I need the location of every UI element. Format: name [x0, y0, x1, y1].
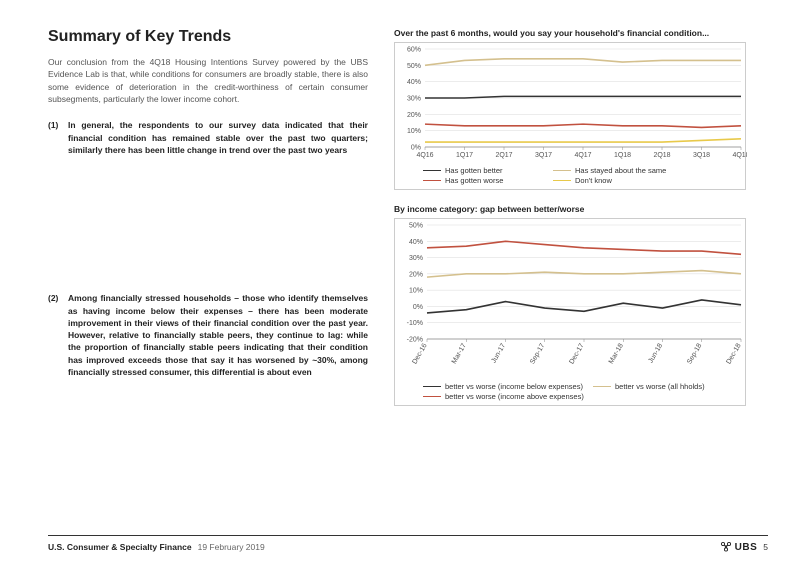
chart2-svg: -20% -10% 0% 10% 20% 30% 40% 50% Dec-16 Mar-17 Jun…	[395, 219, 747, 379]
chart2-frame: -20% -10% 0% 10% 20% 30% 40% 50% Dec-16 Mar-17 Jun…	[394, 218, 746, 406]
intro-paragraph: Our conclusion from the 4Q18 Housing Int…	[48, 56, 368, 105]
svg-text:-10%: -10%	[407, 320, 423, 327]
vertical-spacer	[48, 168, 368, 292]
svg-text:3Q18: 3Q18	[693, 152, 710, 159]
svg-text:Dec-18: Dec-18	[725, 342, 742, 365]
svg-text:Sep-18: Sep-18	[686, 342, 703, 365]
svg-text:50%: 50%	[407, 63, 421, 70]
page-number: 5	[763, 542, 768, 552]
legend-item: Has gotten worse	[423, 176, 543, 185]
chart2-block: By income category: gap between better/w…	[394, 204, 768, 406]
svg-text:-20%: -20%	[407, 337, 423, 344]
svg-text:20%: 20%	[409, 271, 423, 278]
two-column-layout: Summary of Key Trends Our conclusion fro…	[48, 28, 768, 420]
svg-text:2Q18: 2Q18	[653, 152, 670, 159]
legend-label: Has gotten better	[445, 166, 503, 175]
svg-text:40%: 40%	[409, 239, 423, 246]
point-text: In general, the respondents to our surve…	[68, 119, 368, 156]
svg-text:50%: 50%	[409, 223, 423, 230]
svg-text:Mar-17: Mar-17	[451, 342, 468, 365]
svg-text:Jun-18: Jun-18	[647, 342, 664, 364]
key-point-2: (2) Among financially stressed household…	[48, 292, 368, 378]
legend-label: better vs worse (income above expenses)	[445, 392, 584, 401]
page-title: Summary of Key Trends	[48, 28, 368, 46]
legend-label: Has gotten worse	[445, 176, 503, 185]
svg-text:4Q17: 4Q17	[574, 152, 591, 159]
legend-swatch	[423, 170, 441, 171]
chart1-block: Over the past 6 months, would you say yo…	[394, 28, 768, 190]
svg-text:2Q17: 2Q17	[495, 152, 512, 159]
ubs-brand-text: UBS	[735, 542, 758, 553]
legend-item: better vs worse (all hholds)	[593, 382, 733, 391]
legend-item: Has stayed about the same	[553, 166, 673, 175]
legend-item: Don't know	[553, 176, 673, 185]
report-page: Summary of Key Trends Our conclusion fro…	[0, 0, 802, 567]
svg-text:Dec-17: Dec-17	[568, 342, 585, 365]
svg-text:4Q18: 4Q18	[732, 152, 747, 159]
ubs-keys-icon	[720, 541, 732, 553]
legend-swatch	[423, 180, 441, 181]
chart2-title: By income category: gap between better/w…	[394, 204, 768, 214]
svg-text:30%: 30%	[407, 96, 421, 103]
left-column: Summary of Key Trends Our conclusion fro…	[48, 28, 368, 420]
svg-text:20%: 20%	[407, 112, 421, 119]
chart1-frame: 0% 10% 20% 30% 40% 50% 60% 4Q16 1Q17 2Q17 3Q17 4Q17…	[394, 42, 746, 190]
legend-item: better vs worse (income above expenses)	[423, 392, 584, 401]
svg-text:0%: 0%	[411, 145, 421, 152]
point-number: (2)	[48, 292, 68, 378]
chart1-svg: 0% 10% 20% 30% 40% 50% 60% 4Q16 1Q17 2Q17 3Q17 4Q17…	[395, 43, 747, 163]
legend-swatch	[593, 386, 611, 387]
svg-text:0%: 0%	[413, 304, 423, 311]
ubs-logo: UBS	[720, 541, 758, 553]
key-point-1: (1) In general, the respondents to our s…	[48, 119, 368, 156]
footer-publication: U.S. Consumer & Specialty Finance	[48, 542, 192, 552]
svg-text:Jun-17: Jun-17	[490, 342, 507, 364]
svg-text:Dec-16: Dec-16	[411, 342, 428, 365]
chart1-legend: Has gotten better Has stayed about the sa…	[395, 163, 745, 189]
legend-swatch	[423, 386, 441, 387]
point-number: (1)	[48, 119, 68, 156]
legend-label: better vs worse (all hholds)	[615, 382, 705, 391]
svg-text:3Q17: 3Q17	[535, 152, 552, 159]
svg-text:4Q16: 4Q16	[416, 152, 433, 159]
svg-text:1Q18: 1Q18	[614, 152, 631, 159]
point-text: Among financially stressed households – …	[68, 292, 368, 378]
svg-text:Sep-17: Sep-17	[529, 342, 546, 365]
svg-text:Mar-18: Mar-18	[608, 342, 625, 365]
legend-item: better vs worse (income below expenses)	[423, 382, 583, 391]
right-column: Over the past 6 months, would you say yo…	[394, 28, 768, 420]
svg-text:10%: 10%	[407, 128, 421, 135]
svg-text:10%: 10%	[409, 288, 423, 295]
legend-label: Don't know	[575, 176, 612, 185]
svg-text:60%: 60%	[407, 47, 421, 54]
legend-swatch	[423, 396, 441, 397]
legend-item: Has gotten better	[423, 166, 543, 175]
footer-left: U.S. Consumer & Specialty Finance 19 Feb…	[48, 542, 265, 552]
svg-text:1Q17: 1Q17	[456, 152, 473, 159]
chart1-title: Over the past 6 months, would you say yo…	[394, 28, 768, 38]
footer-right: UBS 5	[720, 541, 768, 553]
footer-date: 19 February 2019	[198, 542, 265, 552]
legend-swatch	[553, 170, 571, 171]
legend-swatch	[553, 180, 571, 181]
page-footer: U.S. Consumer & Specialty Finance 19 Feb…	[48, 535, 768, 553]
svg-text:40%: 40%	[407, 79, 421, 86]
chart2-legend: better vs worse (income below expenses)b…	[395, 379, 745, 405]
legend-label: Has stayed about the same	[575, 166, 666, 175]
legend-label: better vs worse (income below expenses)	[445, 382, 583, 391]
svg-text:30%: 30%	[409, 255, 423, 262]
